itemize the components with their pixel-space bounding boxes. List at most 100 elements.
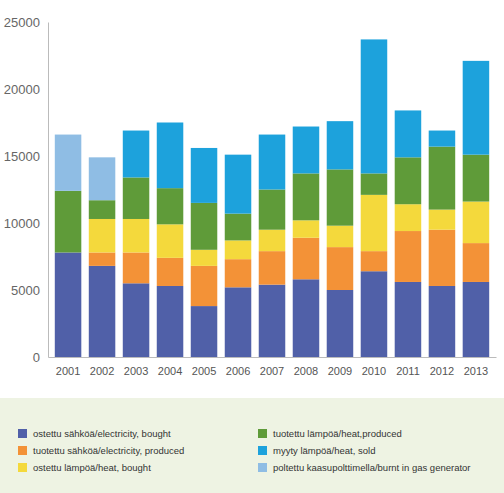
bar — [395, 231, 422, 282]
legend-label: poltettu kaasupolttimella/burnt in gas g… — [273, 462, 471, 473]
legend-item: myyty lämpöä/heat, sold — [258, 445, 375, 456]
legend-swatch — [258, 446, 267, 455]
bar — [259, 135, 286, 190]
bar — [361, 39, 388, 40]
bar — [225, 287, 252, 357]
bar — [123, 131, 150, 178]
bar — [361, 251, 388, 271]
bar — [429, 130, 456, 131]
bar — [361, 195, 388, 251]
bar — [327, 121, 354, 169]
bar — [123, 252, 150, 283]
x-tick: 2003 — [124, 357, 148, 377]
legend-swatch — [18, 463, 27, 472]
bar — [89, 157, 116, 200]
series — [123, 39, 489, 213]
bar — [89, 200, 116, 219]
bar — [259, 190, 286, 230]
x-tick: 2011 — [396, 357, 420, 377]
x-tick-label: 2011 — [396, 365, 420, 377]
bar — [429, 147, 456, 210]
plot: 0500010000150002000025000200120022003200… — [4, 8, 497, 377]
bar — [191, 306, 218, 357]
bar — [157, 188, 184, 224]
x-tick-label: 2002 — [90, 365, 114, 377]
legend-label: myyty lämpöä/heat, sold — [273, 445, 375, 456]
legend: ostettu sähköä/electricity, boughttuotet… — [18, 428, 471, 473]
bar — [463, 282, 490, 357]
legend-item: tuotettu lämpöä/heat,produced — [258, 428, 402, 439]
legend-swatch — [18, 429, 27, 438]
bar — [327, 247, 354, 290]
bar — [225, 154, 252, 155]
x-tick-label: 2001 — [56, 365, 80, 377]
y-tick-label: 25000 — [4, 15, 40, 30]
x-tick: 2009 — [328, 357, 352, 377]
bar — [225, 240, 252, 259]
bar — [293, 238, 320, 280]
bar — [293, 279, 320, 357]
bar — [191, 148, 218, 203]
bar — [225, 259, 252, 287]
legend-item: tuotettu sähköä/electricity, produced — [18, 445, 184, 456]
bar — [327, 169, 354, 225]
bar — [157, 123, 184, 189]
y-tick-label: 10000 — [4, 216, 40, 231]
x-tick-label: 2009 — [328, 365, 352, 377]
bar — [395, 282, 422, 357]
bar — [463, 61, 490, 155]
series — [55, 135, 116, 201]
bar — [259, 134, 286, 135]
bar — [259, 285, 286, 357]
bar — [55, 191, 82, 253]
y-tick-label: 5000 — [11, 283, 40, 298]
bar — [395, 157, 422, 204]
x-tick-label: 2004 — [158, 365, 182, 377]
bar — [259, 251, 286, 285]
bar — [123, 283, 150, 357]
bar — [157, 286, 184, 357]
bar — [89, 266, 116, 357]
bar — [429, 286, 456, 357]
x-tick-label: 2003 — [124, 365, 148, 377]
bar — [395, 110, 422, 157]
legend-swatch — [18, 446, 27, 455]
bar — [361, 271, 388, 357]
x-tick-label: 2012 — [430, 365, 454, 377]
bar — [123, 130, 150, 131]
bar — [157, 224, 184, 258]
bar — [55, 252, 82, 357]
bar — [327, 290, 354, 357]
y-tick: 10000 — [4, 216, 48, 231]
bar — [293, 220, 320, 237]
x-tick: 2010 — [362, 357, 386, 377]
y-tick: 5000 — [11, 283, 48, 298]
x-tick: 2007 — [260, 357, 284, 377]
bar — [361, 173, 388, 194]
bar — [429, 210, 456, 230]
x-tick-label: 2013 — [464, 365, 488, 377]
x-tick: 2001 — [56, 357, 80, 377]
legend-background — [0, 398, 504, 493]
bar — [191, 250, 218, 266]
bars — [55, 39, 489, 357]
x-tick: 2013 — [464, 357, 488, 377]
bar — [293, 173, 320, 220]
x-tick: 2005 — [192, 357, 216, 377]
x-tick: 2002 — [90, 357, 114, 377]
x-axis: 2001200220032004200520062007200820092010… — [49, 357, 497, 377]
x-tick-label: 2010 — [362, 365, 386, 377]
bar — [293, 127, 320, 174]
y-tick-label: 20000 — [4, 82, 40, 97]
bar — [463, 243, 490, 282]
bar — [191, 203, 218, 250]
bar — [429, 131, 456, 147]
bar — [89, 219, 116, 253]
y-tick: 25000 — [4, 15, 48, 30]
bar — [157, 122, 184, 123]
chart: 0500010000150002000025000200120022003200… — [0, 0, 504, 493]
x-tick-label: 2005 — [192, 365, 216, 377]
bar — [123, 219, 150, 253]
legend-label: ostettu lämpöä/heat, bought — [33, 462, 151, 473]
y-axis: 0500010000150002000025000 — [4, 15, 49, 365]
